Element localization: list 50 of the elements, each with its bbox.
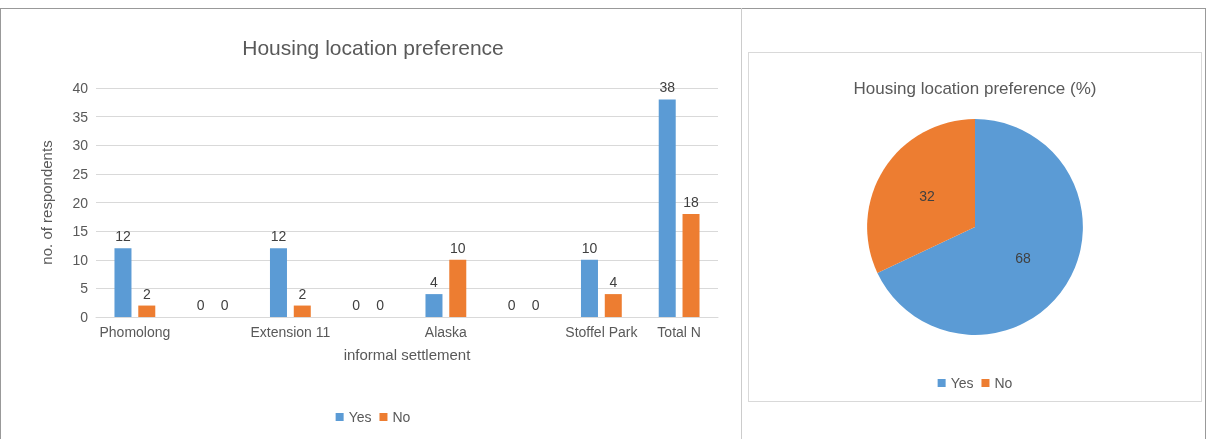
bar xyxy=(425,294,443,317)
data-label: 0 xyxy=(220,297,229,313)
data-label: 10 xyxy=(449,239,466,256)
data-label: 68 xyxy=(1015,249,1032,266)
y-tick-label: 20 xyxy=(72,194,89,211)
legend-label: No xyxy=(994,375,1013,391)
bar xyxy=(114,248,132,317)
chart-title: Housing location preference xyxy=(242,36,504,59)
y-tick-label: 0 xyxy=(80,309,89,325)
y-tick-label: 30 xyxy=(72,137,89,154)
y-tick-label: 5 xyxy=(80,280,89,297)
data-label: 2 xyxy=(142,285,151,302)
bar xyxy=(658,99,676,317)
data-label: 0 xyxy=(352,297,361,313)
x-tick-label: Alaska xyxy=(424,324,468,340)
data-label: 0 xyxy=(507,297,516,313)
x-axis-title: informal settlement xyxy=(343,346,472,363)
x-tick-label: Total N xyxy=(657,324,701,340)
chart-title: Housing location preference (%) xyxy=(853,79,1097,98)
bar xyxy=(138,305,156,317)
y-axis-title: no. of respondents xyxy=(38,140,55,265)
bar xyxy=(293,305,311,317)
y-tick-label: 10 xyxy=(72,251,89,268)
bar xyxy=(682,213,700,317)
legend-label: Yes xyxy=(348,409,372,425)
data-label: 12 xyxy=(270,228,287,245)
x-tick-label: Phomolong xyxy=(99,324,171,340)
bar xyxy=(269,248,287,317)
y-tick-label: 15 xyxy=(72,223,89,240)
data-label: 0 xyxy=(196,297,205,313)
data-label: 2 xyxy=(298,285,307,302)
data-label: 0 xyxy=(531,297,540,313)
legend-label: No xyxy=(392,409,411,425)
bar xyxy=(580,259,598,317)
x-tick-label: Stoffel Park xyxy=(565,324,639,340)
y-tick-label: 25 xyxy=(72,165,89,182)
data-label: 10 xyxy=(581,239,598,256)
bar xyxy=(449,259,467,317)
x-tick-label: Extension 11 xyxy=(250,324,331,340)
data-label: 4 xyxy=(430,274,439,291)
y-tick-label: 40 xyxy=(72,80,89,96)
data-label: 38 xyxy=(659,79,676,96)
data-label: 32 xyxy=(919,188,935,205)
data-label: 12 xyxy=(115,228,131,245)
data-label: 4 xyxy=(609,274,618,291)
bar xyxy=(604,294,622,317)
legend-label: Yes xyxy=(950,375,974,391)
data-label: 18 xyxy=(683,193,700,210)
y-tick-label: 35 xyxy=(72,108,89,125)
data-label: 0 xyxy=(376,297,385,313)
